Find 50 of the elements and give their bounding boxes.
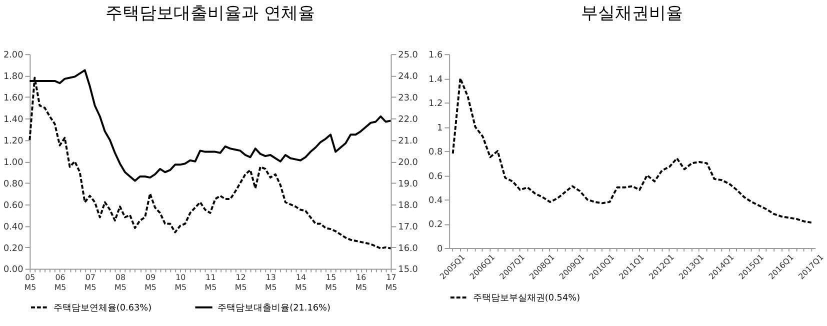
y2-tick-label: 24.0 — [398, 72, 418, 82]
x-tick-label: 15 M5 — [325, 273, 337, 292]
y-tick-label: 0.20 — [3, 244, 24, 254]
y-tick-label: 0.4 — [428, 196, 444, 206]
y2-tick-label: 18.0 — [398, 200, 418, 211]
x-tick-label: 07 M5 — [84, 273, 96, 292]
y-tick-label: 1.80 — [3, 72, 24, 82]
y-tick-label: 0.40 — [3, 222, 24, 232]
y-tick-label: 0.6 — [428, 172, 444, 182]
y-tick-label: 1.40 — [3, 114, 24, 125]
y2-tick-label: 20.0 — [398, 158, 418, 168]
y2-tick-label: 22.0 — [398, 114, 418, 125]
y2-tick-label: 19.0 — [398, 179, 418, 190]
y-tick-label: 1.60 — [3, 94, 24, 104]
line-series — [452, 77, 812, 224]
y-tick-label: 1.6 — [428, 50, 444, 61]
y-tick-label: 1.00 — [3, 158, 24, 168]
y2-tick-label: 17.0 — [398, 222, 418, 232]
legend-label: 주택담보부실채권(0.54%) — [472, 293, 580, 304]
y-tick-label: 0.8 — [428, 148, 444, 158]
x-tick-label: 11 M5 — [204, 273, 217, 292]
x-tick-label: 10 M5 — [174, 273, 187, 292]
x-tick-label: 16 M5 — [355, 273, 368, 292]
y-tick-label: 1.20 — [3, 136, 24, 146]
x-tick-label: 08 M5 — [114, 273, 126, 292]
y2-tick-label: 15.0 — [398, 265, 418, 276]
x-tick-label: 14 M5 — [295, 273, 307, 292]
y-tick-label: 1.2 — [428, 99, 443, 110]
x-tick-label: 12 M5 — [234, 273, 247, 292]
y-tick-label: 0.2 — [428, 220, 443, 230]
y-tick-label: 0.00 — [3, 265, 24, 276]
y2-tick-label: 23.0 — [398, 94, 418, 104]
y-tick-label: 2.00 — [3, 50, 24, 61]
y-tick-label: 0.80 — [3, 179, 24, 190]
x-tick-label: 13 M5 — [264, 273, 277, 292]
x-tick-label: 09 M5 — [144, 273, 156, 292]
x-tick-label: 05 M5 — [24, 273, 36, 292]
y-tick-label: 1.4 — [428, 74, 444, 85]
y-tick-label: 1 — [437, 123, 443, 134]
y-tick-label: 0 — [437, 244, 444, 254]
chart-title: 부실채권비율 — [581, 2, 684, 23]
legend-label: 주택담보대출비율(21.16%) — [218, 303, 330, 314]
y2-tick-label: 16.0 — [398, 244, 418, 254]
y2-tick-label: 25.0 — [398, 50, 418, 61]
x-tick-label: 17 M5 — [385, 273, 398, 292]
x-tick-label: 06 M5 — [54, 273, 66, 292]
y-tick-label: 0.60 — [3, 200, 24, 211]
y2-tick-label: 21.0 — [398, 136, 418, 146]
chart-title: 주택담보대출비율과 연체율 — [106, 2, 315, 23]
legend-label: 주택담보연체율(0.63%) — [53, 303, 152, 314]
